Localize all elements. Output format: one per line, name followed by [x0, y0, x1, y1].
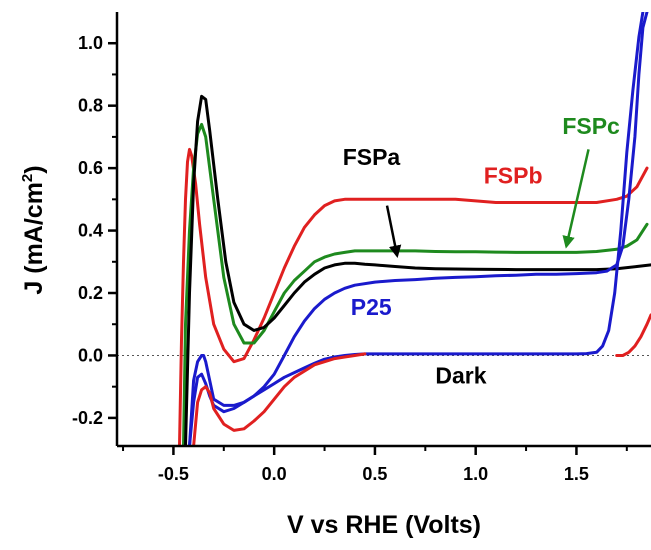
series-line-p25 — [190, 12, 648, 446]
y-axis-title: J (mA/cm2) — [19, 165, 48, 294]
annotation-label-p25: P25 — [351, 294, 392, 320]
series-line-dark — [190, 12, 643, 446]
y-tick-label: -0.2 — [72, 408, 103, 428]
y-axis-title-main: J (mA/cm — [20, 182, 48, 295]
x-tick-label: 0.5 — [362, 464, 387, 484]
y-tick-label: 0.6 — [78, 158, 103, 178]
x-ticks: -0.5 0.0 0.5 1.0 1.5 — [123, 446, 627, 484]
y-axis-title-superscript: 2 — [19, 174, 36, 182]
series-line-fspb-dark-anodic — [617, 315, 651, 356]
x-axis-title: V vs RHE (Volts) — [287, 511, 481, 539]
series-line-fspb — [180, 149, 648, 446]
x-tick-label: 1.0 — [463, 464, 488, 484]
x-tick-label: -0.5 — [158, 464, 189, 484]
y-tick-label: 0.4 — [78, 221, 103, 241]
x-tick-label: 0.0 — [262, 464, 287, 484]
y-ticks: -0.2 0.0 0.2 0.4 0.6 0.8 1.0 — [72, 33, 117, 428]
annotation-label-fspc: FSPc — [562, 113, 620, 139]
y-axis-title-end: ) — [20, 165, 48, 173]
y-tick-label: 1.0 — [78, 33, 103, 53]
y-tick-label: 0.0 — [78, 345, 103, 365]
series-group — [180, 12, 651, 446]
annotation-label-fspb: FSPb — [484, 163, 543, 189]
annotation-arrow-fspc — [566, 149, 588, 246]
y-tick-label: 0.2 — [78, 283, 103, 303]
x-tick-label: 1.5 — [564, 464, 589, 484]
annotation-arrow-fspa — [387, 206, 397, 256]
y-tick-label: 0.8 — [78, 96, 103, 116]
annotation-label-dark: Dark — [435, 363, 486, 389]
annotation-label-fspa: FSPa — [343, 144, 401, 170]
